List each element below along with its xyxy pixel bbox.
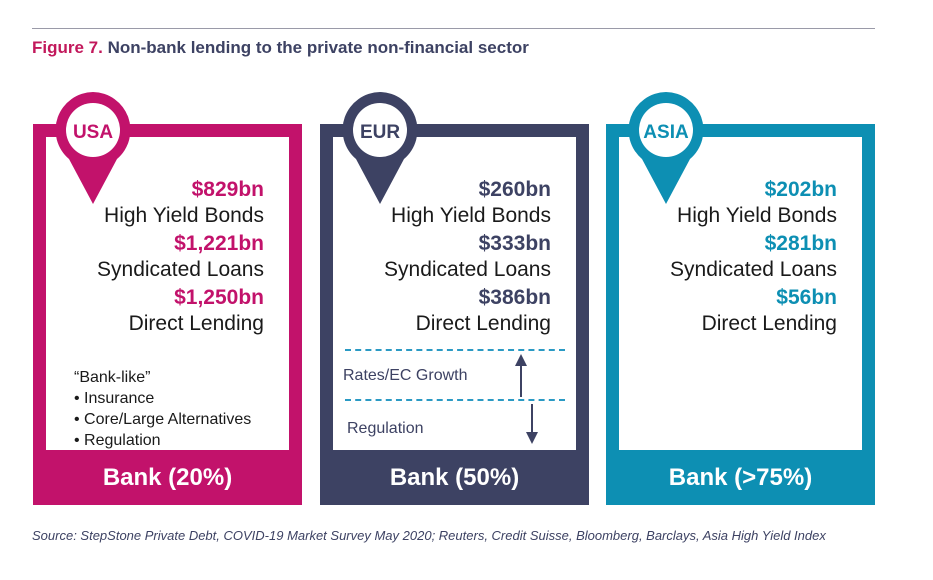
stat-label: Direct Lending bbox=[701, 312, 837, 335]
stat-value: $56bn bbox=[776, 286, 837, 309]
eur-stat-syndicated: $333bn Syndicated Loans bbox=[384, 231, 551, 283]
stat-value: $333bn bbox=[478, 232, 551, 255]
bank-like-list: “Bank-like” • Insurance • Core/Large Alt… bbox=[74, 367, 251, 451]
asia-stat-high-yield: $202bn High Yield Bonds bbox=[670, 177, 837, 229]
map-pin-icon bbox=[628, 92, 704, 204]
figure-number: Figure 7. bbox=[32, 38, 103, 57]
region-label: EUR bbox=[359, 122, 401, 143]
panel-asia-body: $202bn High Yield Bonds $281bn Syndicate… bbox=[619, 137, 862, 450]
stat-value: $1,250bn bbox=[174, 286, 264, 309]
upper-dashed-line bbox=[345, 349, 565, 351]
stat-label: Direct Lending bbox=[415, 312, 551, 335]
stat-label: High Yield Bonds bbox=[391, 204, 551, 227]
regulation-note: Regulation bbox=[347, 420, 424, 437]
stat-value: $386bn bbox=[478, 286, 551, 309]
asia-stats: $202bn High Yield Bonds $281bn Syndicate… bbox=[670, 177, 837, 339]
asia-stat-direct: $56bn Direct Lending bbox=[670, 285, 837, 337]
panel-eur: $260bn High Yield Bonds $333bn Syndicate… bbox=[320, 92, 589, 505]
top-rule bbox=[32, 28, 875, 29]
stat-label: Syndicated Loans bbox=[670, 258, 837, 281]
usa-stat-high-yield: $829bn High Yield Bonds bbox=[97, 177, 264, 229]
map-pin-icon bbox=[55, 92, 131, 204]
arrow-up-icon bbox=[515, 354, 527, 397]
arrow-down-icon bbox=[526, 404, 538, 444]
usa-stats: $829bn High Yield Bonds $1,221bn Syndica… bbox=[97, 177, 264, 339]
bank-share-label: Bank (20%) bbox=[102, 463, 233, 491]
rates-growth-note: Rates/EC Growth bbox=[343, 367, 468, 384]
stat-label: High Yield Bonds bbox=[104, 204, 264, 227]
bank-like-heading: “Bank-like” bbox=[74, 369, 151, 386]
stat-value: $281bn bbox=[764, 232, 837, 255]
bank-like-item: • Regulation bbox=[74, 432, 161, 449]
usa-stat-direct: $1,250bn Direct Lending bbox=[97, 285, 264, 337]
map-pin-icon bbox=[342, 92, 418, 204]
lower-dashed-line bbox=[345, 399, 565, 401]
bank-share-label: Bank (>75%) bbox=[668, 463, 813, 491]
stat-label: Direct Lending bbox=[128, 312, 264, 335]
stat-value: $1,221bn bbox=[174, 232, 264, 255]
stat-value: $260bn bbox=[478, 178, 551, 201]
figure-title-text: Non-bank lending to the private non-fina… bbox=[107, 38, 529, 57]
asia-stat-syndicated: $281bn Syndicated Loans bbox=[670, 231, 837, 283]
panel-asia: $202bn High Yield Bonds $281bn Syndicate… bbox=[606, 92, 875, 505]
bank-share-label: Bank (50%) bbox=[389, 463, 520, 491]
panel-usa: $829bn High Yield Bonds $1,221bn Syndica… bbox=[33, 92, 302, 505]
bank-like-item: • Insurance bbox=[74, 390, 155, 407]
eur-stat-high-yield: $260bn High Yield Bonds bbox=[384, 177, 551, 229]
region-label: ASIA bbox=[643, 122, 689, 143]
stat-value: $829bn bbox=[191, 178, 264, 201]
stat-label: High Yield Bonds bbox=[677, 204, 837, 227]
eur-stats: $260bn High Yield Bonds $333bn Syndicate… bbox=[384, 177, 551, 339]
bank-like-item: • Core/Large Alternatives bbox=[74, 411, 252, 428]
stat-value: $202bn bbox=[764, 178, 837, 201]
region-label: USA bbox=[72, 122, 114, 143]
figure-title: Figure 7. Non-bank lending to the privat… bbox=[32, 38, 529, 58]
stat-label: Syndicated Loans bbox=[97, 258, 264, 281]
stat-label: Syndicated Loans bbox=[384, 258, 551, 281]
eur-stat-direct: $386bn Direct Lending bbox=[384, 285, 551, 337]
usa-stat-syndicated: $1,221bn Syndicated Loans bbox=[97, 231, 264, 283]
source-note: Source: StepStone Private Debt, COVID-19… bbox=[32, 528, 826, 543]
panel-usa-body: $829bn High Yield Bonds $1,221bn Syndica… bbox=[46, 137, 289, 450]
